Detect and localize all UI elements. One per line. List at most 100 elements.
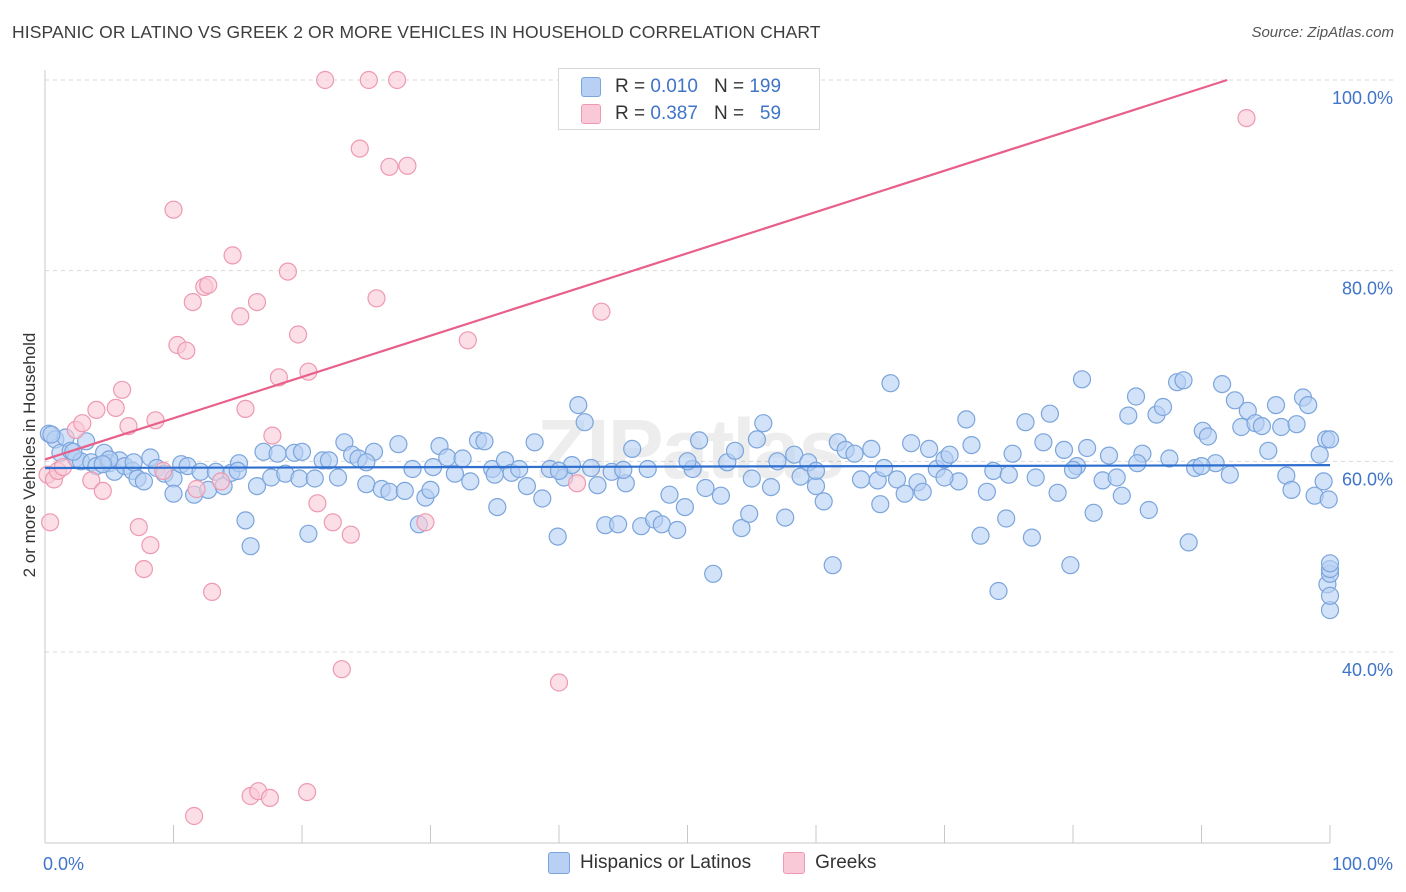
axes xyxy=(44,70,1331,844)
point-hispanics xyxy=(1048,483,1067,502)
point-hispanics xyxy=(268,444,287,463)
point-hispanics xyxy=(389,435,408,454)
point-hispanics xyxy=(1212,375,1232,394)
point-hispanics xyxy=(1266,396,1286,415)
point-hispanics xyxy=(725,441,745,460)
point-hispanics xyxy=(1174,371,1193,390)
point-greeks xyxy=(332,660,351,679)
point-hispanics xyxy=(881,374,900,393)
point-hispanics xyxy=(64,442,83,461)
point-greeks xyxy=(141,536,160,555)
point-hispanics xyxy=(1061,556,1080,575)
point-hispanics xyxy=(485,465,504,484)
point-hispanics xyxy=(290,469,309,488)
point-hispanics xyxy=(806,477,826,496)
point-hispanics xyxy=(1320,430,1340,449)
point-greeks xyxy=(129,517,148,537)
point-greeks xyxy=(93,481,112,500)
n-label: N = xyxy=(713,103,745,124)
point-hispanics xyxy=(1084,503,1103,522)
point-hispanics xyxy=(319,451,339,470)
swatch-hispanics xyxy=(548,852,570,874)
point-hispanics xyxy=(776,508,795,527)
source-label: Source: ZipAtlas.com xyxy=(1251,24,1394,41)
point-hispanics xyxy=(711,486,731,505)
point-hispanics xyxy=(42,425,61,444)
swatch-hispanics xyxy=(581,77,601,97)
stats-legend: R = 0.010 N = 199 R = 0.387 N = 59 xyxy=(558,68,820,130)
r-label: R = xyxy=(615,76,646,97)
point-hispanics xyxy=(299,524,318,543)
point-hispanics xyxy=(957,410,976,429)
point-greeks xyxy=(203,582,222,602)
point-hispanics xyxy=(510,459,529,479)
point-hispanics xyxy=(517,477,537,496)
point-greeks xyxy=(269,368,288,387)
point-hispanics xyxy=(614,460,633,479)
point-greeks xyxy=(289,325,308,344)
point-hispanics xyxy=(1314,472,1333,491)
swatch-greeks xyxy=(783,852,806,874)
point-hispanics xyxy=(1287,415,1306,434)
point-hispanics xyxy=(845,444,864,463)
point-greeks xyxy=(323,513,342,532)
point-greeks xyxy=(82,471,101,490)
point-hispanics xyxy=(732,518,751,538)
legend-item-greeks: Greeks xyxy=(783,852,876,874)
point-hispanics xyxy=(1320,554,1340,573)
point-hispanics xyxy=(533,489,552,508)
point-hispanics xyxy=(1126,387,1146,406)
point-hispanics xyxy=(1072,370,1092,389)
point-greeks xyxy=(567,474,587,493)
point-hispanics xyxy=(328,468,348,487)
point-hispanics xyxy=(241,537,260,556)
point-hispanics xyxy=(675,498,695,517)
n-label: N = xyxy=(713,76,745,97)
point-greeks xyxy=(134,559,153,579)
point-hispanics xyxy=(525,433,544,452)
point-hispanics xyxy=(1259,441,1278,460)
point-hispanics xyxy=(1198,427,1218,446)
point-hispanics xyxy=(1320,586,1340,605)
point-hispanics xyxy=(895,484,914,503)
point-hispanics xyxy=(940,445,959,464)
point-hispanics xyxy=(668,520,687,540)
r-value: 0.387 xyxy=(650,103,698,124)
point-hispanics xyxy=(581,458,601,478)
point-hispanics xyxy=(742,469,761,488)
point-greeks xyxy=(187,479,206,499)
point-hispanics xyxy=(652,515,671,534)
point-hispanics xyxy=(608,515,628,534)
point-greeks xyxy=(278,262,297,281)
point-hispanics xyxy=(696,478,715,498)
point-hispanics xyxy=(997,509,1016,528)
point-hispanics xyxy=(704,564,723,583)
series-greeks-points xyxy=(38,70,1256,826)
point-hispanics xyxy=(1252,417,1272,436)
point-greeks xyxy=(367,289,386,308)
point-hispanics xyxy=(1179,533,1198,552)
point-hispanics xyxy=(1003,444,1022,463)
point-hispanics xyxy=(623,439,642,458)
point-hispanics xyxy=(747,430,767,449)
point-greeks xyxy=(164,200,183,219)
point-greeks xyxy=(247,293,267,312)
y-tick-label: 60.0% xyxy=(1342,469,1393,489)
trendline-greeks xyxy=(44,78,1228,461)
point-greeks xyxy=(308,494,327,513)
point-hispanics xyxy=(569,396,588,415)
point-hispanics xyxy=(785,445,804,464)
point-hispanics xyxy=(247,477,267,496)
point-hispanics xyxy=(1016,413,1035,432)
point-hispanics xyxy=(1282,480,1301,499)
point-hispanics xyxy=(901,434,921,453)
point-hispanics xyxy=(862,439,881,458)
point-hispanics xyxy=(549,461,569,480)
point-greeks xyxy=(185,806,204,826)
y-tick-label: 100.0% xyxy=(1332,88,1393,108)
r-value: 0.010 xyxy=(650,76,698,97)
point-hispanics xyxy=(1160,449,1179,468)
point-greeks xyxy=(211,472,231,491)
point-hispanics xyxy=(1272,417,1291,437)
r-label: R = xyxy=(615,103,646,124)
